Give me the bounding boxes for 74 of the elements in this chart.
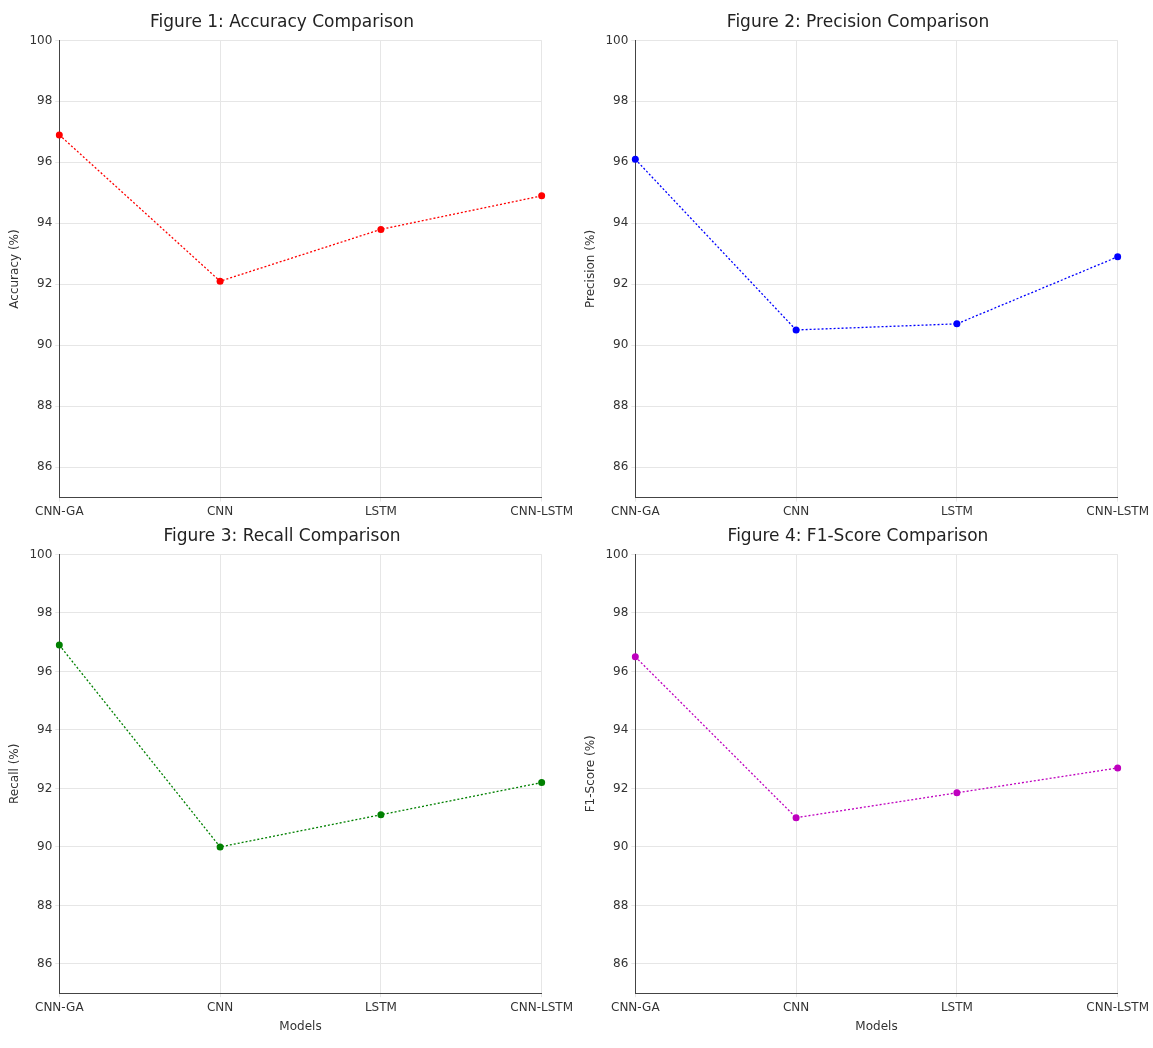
point	[953, 320, 961, 328]
y-tick-label: 96	[613, 154, 629, 169]
chart-title: Figure 1: Accuracy Comparison	[149, 10, 415, 31]
y-tick-label: 100	[605, 32, 629, 47]
y-tick-label: 92	[613, 276, 629, 291]
point	[216, 843, 224, 851]
y-tick-label: 94	[37, 722, 53, 737]
y-tick-label: 96	[37, 154, 53, 169]
y-tick-label: 98	[37, 605, 53, 620]
x-axis-title: Models	[279, 1018, 322, 1033]
y-tick-label: 98	[613, 605, 629, 620]
y-tick-label: 96	[613, 663, 629, 678]
y-tick-label: 88	[37, 398, 53, 413]
y-tick-label: 94	[37, 215, 53, 230]
y-tick-label: 90	[613, 337, 629, 352]
x-tick-label: LSTM	[940, 999, 973, 1014]
x-tick-label: CNN-LSTM	[1086, 999, 1149, 1014]
y-tick-label: 98	[613, 93, 629, 108]
x-tick-label: CNN-GA	[611, 999, 661, 1014]
x-tick-label: CNN-LSTM	[1086, 503, 1149, 518]
x-tick-label: CNN	[206, 999, 234, 1014]
y-tick-label: 92	[37, 780, 53, 795]
chart-title: Figure 3: Recall Comparison	[163, 524, 401, 545]
point	[953, 789, 961, 797]
point	[538, 779, 546, 787]
y-axis-title: Precision (%)	[583, 229, 598, 309]
point	[792, 326, 800, 334]
point	[377, 225, 385, 233]
point	[55, 641, 63, 649]
y-tick-label: 94	[613, 722, 629, 737]
point	[792, 814, 800, 822]
x-axis-title: Models	[855, 1018, 898, 1033]
x-tick-label: CNN-GA	[35, 503, 85, 518]
y-tick-label: 88	[37, 897, 53, 912]
y-tick-label: 100	[29, 546, 53, 561]
y-tick-label: 88	[613, 398, 629, 413]
x-tick-label: CNN	[206, 503, 234, 518]
point	[538, 192, 546, 200]
y-tick-label: 94	[613, 215, 629, 230]
y-tick-label: 90	[37, 337, 53, 352]
x-tick-label: CNN-LSTM	[510, 503, 573, 518]
x-tick-label: CNN-LSTM	[510, 999, 573, 1014]
x-tick-label: CNN	[782, 999, 810, 1014]
y-tick-label: 92	[613, 780, 629, 795]
y-tick-label: 100	[29, 32, 53, 47]
x-tick-label: CNN	[782, 503, 810, 518]
chart-title: Figure 4: F1-Score Comparison	[727, 524, 989, 545]
x-tick-label: LSTM	[940, 503, 973, 518]
point	[55, 131, 63, 139]
y-tick-label: 86	[613, 459, 629, 474]
point	[1114, 764, 1122, 772]
point	[377, 811, 385, 819]
y-axis-title: Recall (%)	[7, 743, 22, 804]
y-tick-label: 100	[605, 546, 629, 561]
y-tick-label: 92	[37, 276, 53, 291]
x-tick-label: CNN-GA	[611, 503, 661, 518]
x-tick-label: CNN-GA	[35, 999, 85, 1014]
x-tick-label: LSTM	[364, 999, 397, 1014]
y-tick-label: 86	[37, 459, 53, 474]
y-tick-label: 96	[37, 663, 53, 678]
y-tick-label: 98	[37, 93, 53, 108]
y-tick-label: 86	[37, 956, 53, 971]
chart-title: Figure 2: Precision Comparison	[726, 10, 990, 31]
y-axis-title: F1-Score (%)	[583, 735, 598, 813]
point	[631, 155, 639, 163]
y-axis-title: Accuracy (%)	[7, 229, 22, 309]
y-tick-label: 90	[613, 839, 629, 854]
y-tick-label: 86	[613, 956, 629, 971]
point	[216, 277, 224, 285]
point	[631, 653, 639, 661]
y-tick-label: 90	[37, 839, 53, 854]
point	[1114, 253, 1122, 261]
y-tick-label: 88	[613, 897, 629, 912]
x-tick-label: LSTM	[364, 503, 397, 518]
